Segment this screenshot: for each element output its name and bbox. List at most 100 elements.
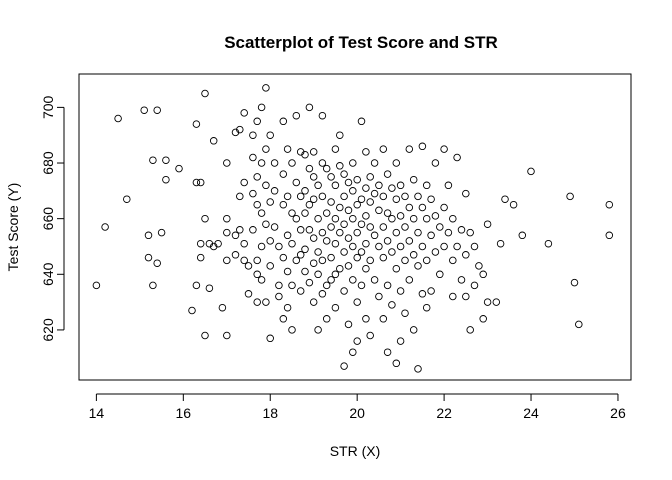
data-point — [153, 259, 161, 267]
data-point — [240, 178, 248, 187]
data-point — [370, 189, 379, 198]
data-point — [375, 206, 383, 215]
data-point — [223, 228, 231, 237]
data-point — [205, 284, 214, 292]
chart-title: Scatterplot of Test Score and STR — [224, 33, 498, 52]
data-point — [362, 264, 370, 273]
data-point — [331, 181, 340, 190]
data-point — [301, 209, 309, 217]
data-point — [157, 228, 166, 237]
data-point — [336, 131, 344, 139]
data-point — [249, 131, 257, 139]
data-point — [296, 287, 305, 295]
data-point — [249, 189, 257, 198]
data-point — [218, 303, 227, 312]
data-point — [396, 242, 405, 251]
data-point — [431, 212, 440, 220]
data-point — [314, 181, 322, 190]
x-tick-label: 26 — [610, 405, 626, 421]
data-point — [279, 170, 288, 178]
data-point — [236, 226, 244, 234]
data-point — [418, 290, 427, 298]
data-point — [605, 200, 614, 209]
data-point — [318, 192, 327, 201]
data-point — [283, 145, 292, 153]
plot-frame — [78, 73, 632, 381]
data-point — [140, 106, 148, 114]
data-point — [288, 239, 296, 248]
data-point — [422, 214, 431, 223]
x-tick-label: 18 — [262, 405, 278, 421]
data-point — [257, 159, 266, 167]
data-point — [344, 262, 353, 270]
data-point — [470, 242, 479, 251]
data-point — [405, 203, 414, 212]
data-point — [305, 200, 314, 209]
data-point — [383, 237, 392, 245]
data-point — [344, 234, 353, 242]
data-point — [575, 320, 583, 329]
data-point — [409, 326, 418, 334]
data-point — [357, 195, 366, 203]
data-point — [340, 287, 348, 295]
data-point — [275, 242, 283, 251]
data-point — [144, 231, 153, 240]
data-point — [301, 267, 309, 276]
data-point — [223, 159, 231, 167]
data-point — [240, 239, 248, 248]
data-point — [418, 203, 427, 212]
data-point — [418, 242, 427, 251]
data-point — [409, 175, 418, 184]
data-point — [427, 195, 435, 203]
data-point — [453, 242, 461, 251]
data-point — [144, 253, 153, 262]
data-point — [162, 156, 170, 164]
data-point — [327, 223, 335, 231]
data-point — [492, 298, 501, 306]
data-point — [266, 262, 274, 270]
data-point — [318, 256, 327, 265]
data-point — [453, 153, 461, 162]
data-point — [379, 192, 388, 201]
data-point — [409, 214, 418, 223]
data-point — [383, 348, 392, 356]
data-point — [483, 220, 492, 228]
data-point — [379, 223, 388, 231]
data-point — [349, 187, 357, 195]
data-point — [244, 290, 253, 298]
data-point — [292, 256, 301, 265]
data-point — [331, 239, 340, 248]
data-point — [257, 209, 266, 217]
data-point — [336, 264, 344, 273]
data-point — [427, 231, 435, 240]
data-point — [405, 237, 414, 245]
data-point — [270, 159, 279, 167]
data-point — [322, 164, 331, 173]
data-point — [257, 103, 266, 112]
x-tick-label: 20 — [349, 405, 365, 421]
data-point — [301, 150, 309, 159]
data-point — [353, 200, 361, 209]
data-point — [309, 148, 318, 156]
data-point — [379, 145, 388, 153]
data-point — [175, 164, 183, 173]
data-point — [370, 159, 379, 167]
x-tick-label: 16 — [176, 405, 192, 421]
data-point — [305, 226, 314, 234]
data-point — [253, 173, 261, 181]
data-point — [309, 259, 318, 267]
y-axis-title: Test Score (Y) — [5, 183, 21, 272]
data-point — [357, 220, 366, 228]
data-point — [475, 262, 483, 270]
data-point — [388, 301, 396, 309]
data-point — [196, 178, 205, 187]
data-point — [270, 187, 279, 195]
data-point — [336, 203, 344, 212]
data-point — [357, 248, 366, 256]
data-point — [301, 245, 309, 254]
data-point — [188, 306, 196, 315]
data-point — [223, 214, 231, 223]
data-point — [253, 256, 261, 265]
data-point — [266, 334, 274, 343]
data-point — [349, 348, 357, 356]
